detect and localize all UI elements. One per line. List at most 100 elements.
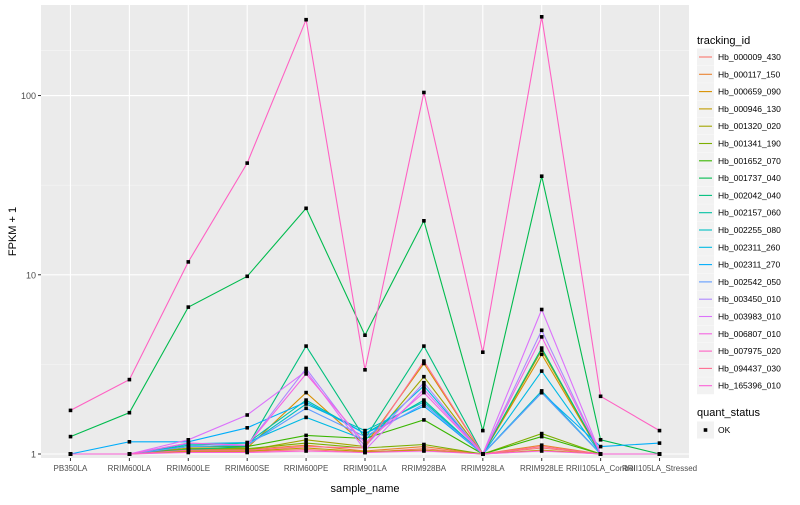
legend-item-label: Hb_001341_190: [718, 139, 781, 149]
data-point: [422, 442, 426, 447]
data-point: [245, 413, 249, 417]
data-point: [539, 346, 544, 350]
legend-item-label: Hb_003983_010: [718, 312, 781, 322]
data-point: [657, 428, 662, 433]
legend-item-label: Hb_000117_150: [718, 69, 781, 79]
x-tick-label: RRIM600PE: [284, 464, 328, 473]
data-point: [598, 438, 603, 442]
data-point: [422, 404, 426, 408]
data-point: [539, 15, 544, 19]
data-point: [127, 410, 132, 415]
legend-item-label: Hb_094437_030: [718, 363, 781, 373]
legend-item-label: Hb_000946_130: [718, 104, 781, 114]
data-point: [68, 452, 73, 456]
data-point: [304, 433, 308, 438]
legend: tracking_id Hb_000009_430 Hb_000117_150 Hb_…: [697, 35, 781, 439]
y-tick-label: 1: [31, 450, 36, 460]
data-point: [245, 450, 249, 455]
data-point: [186, 438, 191, 442]
x-tick-label: RRIM600LA: [108, 464, 152, 473]
data-point: [186, 305, 191, 309]
data-point: [304, 415, 308, 420]
data-point: [186, 260, 191, 264]
x-tick-label: RRIM600SE: [225, 464, 269, 473]
data-point: [363, 446, 367, 450]
data-point: [539, 434, 544, 439]
data-points: [68, 15, 662, 456]
data-point: [422, 380, 426, 385]
legend-item-label: Hb_002255_080: [718, 225, 781, 235]
data-point: [186, 450, 191, 455]
y-axis-title: FPKM + 1: [7, 207, 19, 256]
data-point: [422, 387, 426, 391]
data-point: [539, 352, 544, 357]
x-tick-label: RRIM928LA: [461, 464, 505, 473]
data-point: [539, 348, 544, 352]
data-point: [481, 452, 485, 456]
data-point: [186, 441, 191, 445]
data-point: [186, 444, 191, 449]
data-point: [422, 400, 426, 404]
data-point: [245, 161, 249, 165]
data-point: [304, 400, 308, 404]
legend-item-label: Hb_000659_090: [718, 87, 781, 97]
y-axis: 1 10 100: [21, 91, 41, 460]
data-point: [422, 418, 426, 422]
grid-lines: [41, 5, 689, 458]
data-point: [481, 428, 485, 433]
data-point: [245, 274, 249, 279]
data-point: [68, 434, 73, 439]
data-point: [539, 369, 544, 373]
data-point: [539, 335, 544, 339]
legend-item-label: Hb_002542_050: [718, 277, 781, 287]
data-point: [304, 444, 308, 449]
x-tick-label: RRIM928LE: [520, 464, 564, 473]
legend-item-label: Hb_000009_430: [718, 52, 781, 62]
x-tick-label: RRII105LA_Control: [566, 464, 636, 473]
y-tick-label: 10: [26, 270, 36, 280]
data-point: [539, 431, 544, 436]
data-point: [539, 307, 544, 312]
legend-item-label: Hb_002042_040: [718, 190, 781, 200]
data-point: [304, 390, 308, 395]
legend-item-label: Hb_002311_260: [718, 242, 781, 252]
legend-item-label: Hb_007975_020: [718, 346, 781, 356]
data-point: [304, 441, 308, 445]
legend-item-label: Hb_001737_040: [718, 173, 781, 183]
data-point: [363, 431, 367, 436]
data-point: [363, 368, 367, 372]
data-point: [304, 17, 308, 22]
legend-item-label: Hb_002311_270: [718, 260, 781, 270]
data-point: [422, 90, 426, 95]
data-point: [245, 440, 249, 445]
data-point: [127, 377, 132, 382]
data-point: [363, 450, 367, 455]
data-point: [363, 441, 367, 445]
x-axis: PB350LA RRIM600LA RRIM600LE RRIM600SE RRIM60…: [54, 458, 697, 473]
legend-item-label: Hb_001320_020: [718, 121, 781, 131]
data-point: [422, 402, 426, 406]
data-point: [598, 394, 603, 399]
data-point: [539, 444, 544, 449]
shape-legend-title: quant_status: [697, 407, 760, 419]
data-point: [245, 448, 249, 452]
legend-item-label: Hb_165396_010: [718, 381, 781, 391]
data-point: [304, 366, 308, 371]
data-point: [245, 426, 249, 430]
data-point: [422, 219, 426, 223]
data-point: [363, 438, 367, 442]
shape-legend-marker: [703, 428, 708, 432]
data-point: [304, 402, 308, 406]
legend-item-label: Hb_006807_010: [718, 329, 781, 339]
data-point: [363, 434, 367, 439]
data-point: [304, 372, 308, 376]
y-tick-label: 100: [21, 91, 36, 101]
data-point: [422, 384, 426, 388]
legend-title: tracking_id: [697, 35, 750, 47]
data-point: [363, 428, 367, 433]
x-tick-label: RRII105LA_Stressed: [622, 464, 697, 473]
data-point: [304, 369, 308, 373]
data-point: [422, 359, 426, 363]
data-point: [422, 390, 426, 395]
